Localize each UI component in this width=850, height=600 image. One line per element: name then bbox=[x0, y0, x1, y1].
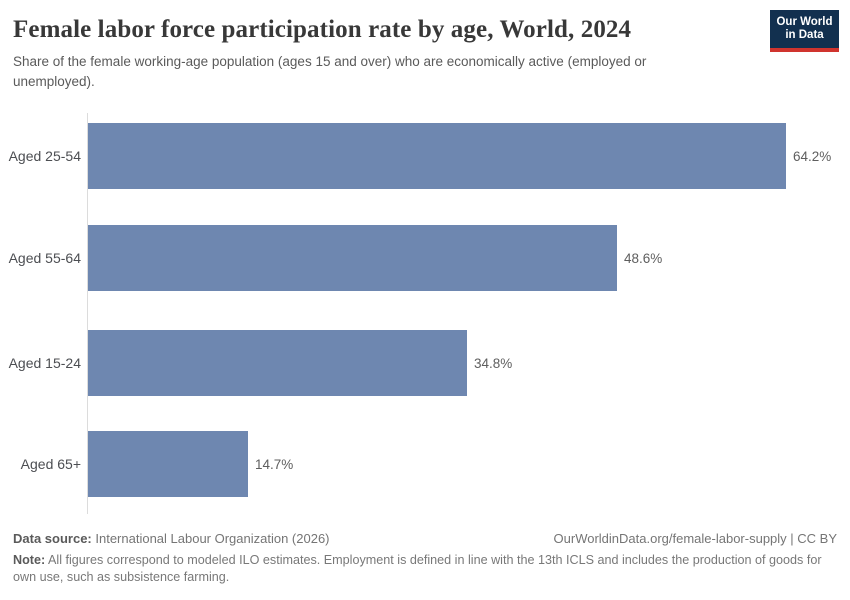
bar-chart: Aged 25-54 64.2% Aged 55-64 48.6% Aged 1… bbox=[0, 113, 850, 514]
note-text: All figures correspond to modeled ILO es… bbox=[13, 553, 822, 584]
value-label: 64.2% bbox=[793, 148, 832, 164]
bar-row: Aged 65+ 14.7% bbox=[0, 431, 850, 497]
bar-aged-65-plus[interactable] bbox=[88, 431, 248, 497]
bar-row: Aged 15-24 34.8% bbox=[0, 330, 850, 396]
category-label: Aged 25-54 bbox=[8, 148, 81, 164]
owid-logo-line2: in Data bbox=[785, 29, 824, 41]
data-source: Data source: International Labour Organi… bbox=[13, 530, 330, 547]
bar-aged-25-54[interactable] bbox=[88, 123, 786, 189]
data-source-label: Data source: bbox=[13, 531, 92, 546]
owid-logo[interactable]: Our World in Data bbox=[770, 10, 839, 52]
category-label: Aged 15-24 bbox=[8, 355, 81, 371]
category-label: Aged 65+ bbox=[20, 456, 81, 472]
category-label: Aged 55-64 bbox=[8, 250, 81, 266]
chart-subtitle: Share of the female working-age populati… bbox=[13, 54, 647, 89]
owid-url-link[interactable]: OurWorldinData.org/female-labor-supply |… bbox=[553, 531, 837, 546]
value-label: 34.8% bbox=[474, 355, 513, 371]
bar-aged-55-64[interactable] bbox=[88, 225, 617, 291]
note-label: Note: bbox=[13, 553, 46, 567]
y-axis-line bbox=[87, 113, 88, 514]
bar-row: Aged 55-64 48.6% bbox=[0, 225, 850, 291]
bar-aged-15-24[interactable] bbox=[88, 330, 467, 396]
bar-row: Aged 25-54 64.2% bbox=[0, 123, 850, 189]
value-label: 48.6% bbox=[624, 250, 663, 266]
value-label: 14.7% bbox=[255, 456, 294, 472]
owid-logo-line1: Our World bbox=[776, 15, 833, 28]
chart-footer: Data source: International Labour Organi… bbox=[13, 530, 837, 586]
chart-note: Note: All figures correspond to modeled … bbox=[13, 552, 837, 586]
chart-title: Female labor force participation rate by… bbox=[13, 16, 632, 43]
data-source-text: International Labour Organization (2026) bbox=[91, 531, 330, 546]
